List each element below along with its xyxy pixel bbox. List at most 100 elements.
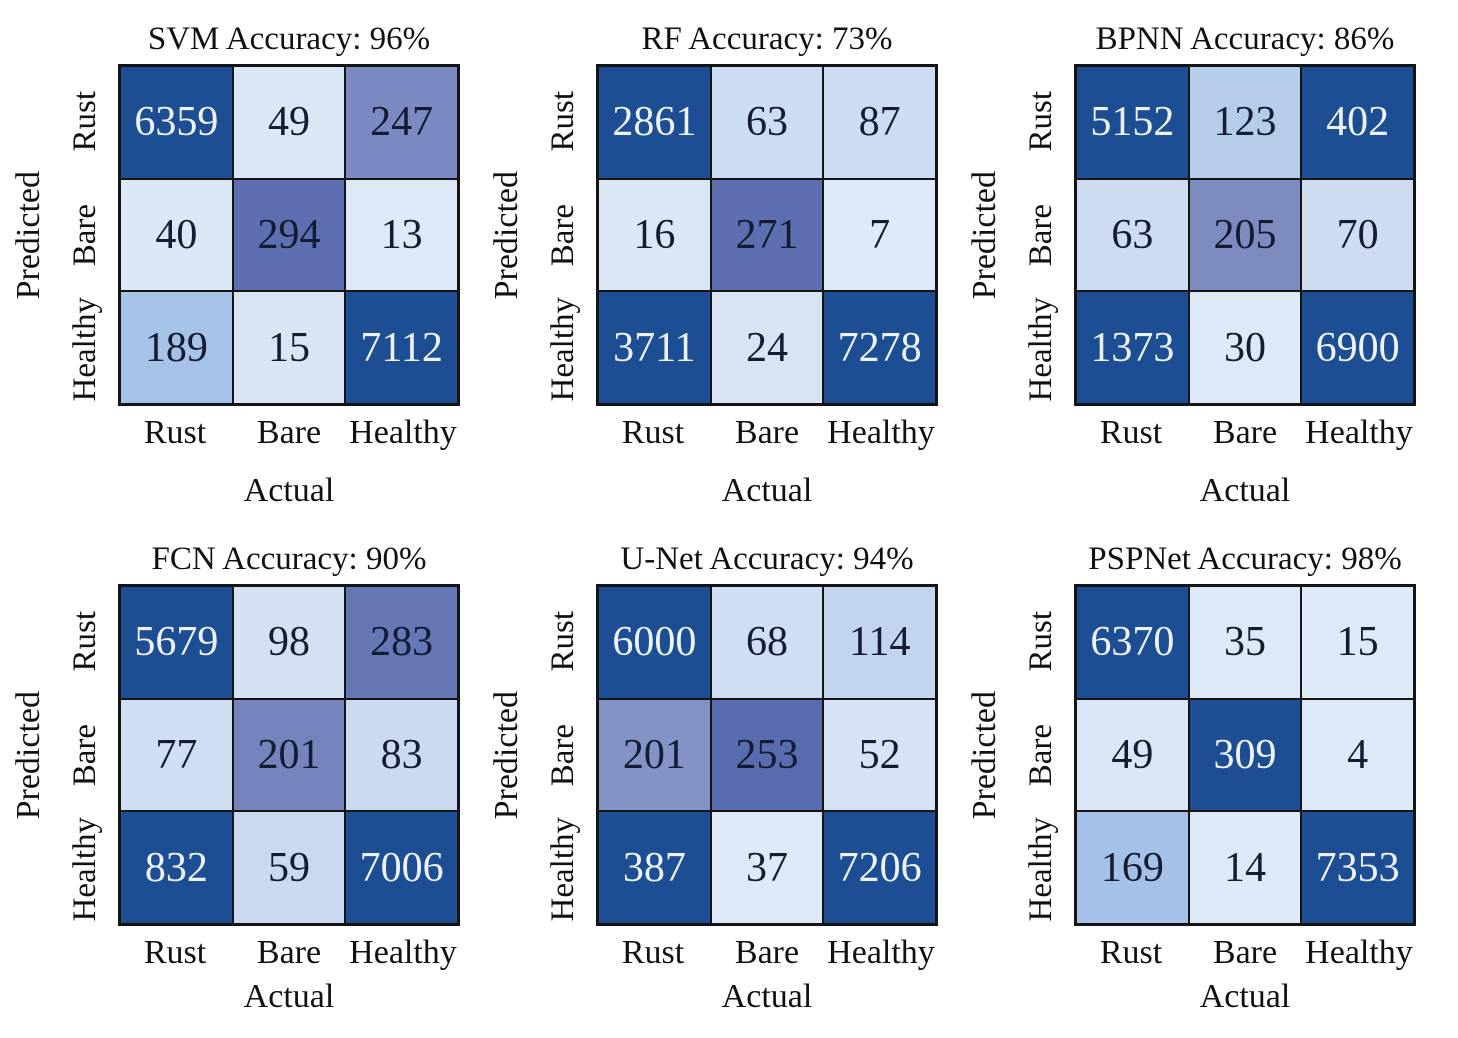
matrix-cell-r1c1: 309 xyxy=(1188,698,1302,812)
col-tick-healthy: Healthy xyxy=(349,934,457,971)
row-tick-healthy: Healthy xyxy=(544,296,581,402)
panel-title: PSPNet Accuracy: 98% xyxy=(1088,541,1402,577)
col-tick-bare: Bare xyxy=(1212,414,1278,451)
y-axis-label-predicted: Predicted xyxy=(10,690,47,820)
matrix-cell-r2c2: 7006 xyxy=(345,811,458,924)
row-tick-bare: Bare xyxy=(544,723,581,787)
matrix-cell-r1c0: 201 xyxy=(598,698,711,812)
matrix-cell-r2c2: 6900 xyxy=(1301,291,1414,404)
col-tick-bare: Bare xyxy=(256,934,322,971)
matrix-cell-r2c1: 15 xyxy=(232,291,346,404)
col-tick-rust: Rust xyxy=(621,414,685,451)
column-tick-labels: Rust Bare Healthy xyxy=(596,416,938,450)
model-panel-rf: RF Accuracy: 73% Predicted Rust Bare Hea… xyxy=(484,4,954,524)
matrix-cell-r0c1: 98 xyxy=(232,586,346,699)
matrix-cell-r2c2: 7112 xyxy=(345,291,458,404)
matrix-cell-r0c2: 402 xyxy=(1301,66,1414,179)
matrix-cell-r0c2: 87 xyxy=(823,66,936,179)
row-tick-healthy: Healthy xyxy=(1022,296,1059,402)
row-tick-rust: Rust xyxy=(66,610,103,672)
col-tick-rust: Rust xyxy=(1099,414,1163,451)
row-tick-labels: Rust Bare Healthy xyxy=(1008,64,1074,406)
confusion-matrix-grid: 6370 35 15 49 309 4 169 14 7353 xyxy=(1074,584,1416,926)
panel-title: FCN Accuracy: 90% xyxy=(151,541,427,577)
row-tick-healthy: Healthy xyxy=(66,296,103,402)
x-axis-label-actual: Actual xyxy=(243,472,335,509)
confusion-matrix-grid: 2861 63 87 16 271 7 3711 24 7278 xyxy=(596,64,938,406)
matrix-cell-r2c1: 24 xyxy=(710,291,824,404)
matrix-cell-r1c0: 49 xyxy=(1076,698,1189,812)
matrix-cell-r1c1: 205 xyxy=(1188,178,1302,292)
matrix-cell-r1c1: 253 xyxy=(710,698,824,812)
panel-title: U-Net Accuracy: 94% xyxy=(620,541,914,577)
matrix-cell-r1c0: 40 xyxy=(120,178,233,292)
y-axis-label-predicted: Predicted xyxy=(966,690,1003,820)
col-tick-rust: Rust xyxy=(621,934,685,971)
row-tick-healthy: Healthy xyxy=(544,816,581,922)
matrix-cell-r2c2: 7278 xyxy=(823,291,936,404)
row-tick-bare: Bare xyxy=(544,203,581,267)
row-tick-rust: Rust xyxy=(544,90,581,152)
matrix-cell-r1c2: 83 xyxy=(345,698,458,812)
row-tick-rust: Rust xyxy=(1022,90,1059,152)
matrix-cell-r2c0: 169 xyxy=(1076,811,1189,924)
matrix-cell-r2c0: 832 xyxy=(120,811,233,924)
matrix-cell-r2c0: 1373 xyxy=(1076,291,1189,404)
column-tick-labels: Rust Bare Healthy xyxy=(1074,936,1416,970)
col-tick-bare: Bare xyxy=(734,414,800,451)
matrix-cell-r1c2: 4 xyxy=(1301,698,1414,812)
col-tick-bare: Bare xyxy=(256,414,322,451)
x-axis-label-actual: Actual xyxy=(1199,978,1291,1015)
row-tick-labels: Rust Bare Healthy xyxy=(52,584,118,926)
matrix-cell-r0c1: 49 xyxy=(232,66,346,179)
matrix-cell-r0c0: 6370 xyxy=(1076,586,1189,699)
row-tick-labels: Rust Bare Healthy xyxy=(1008,584,1074,926)
matrix-cell-r0c2: 114 xyxy=(823,586,936,699)
panel-title: SVM Accuracy: 96% xyxy=(147,21,431,57)
confusion-matrix-grid: 5152 123 402 63 205 70 1373 30 6900 xyxy=(1074,64,1416,406)
matrix-cell-r0c1: 63 xyxy=(710,66,824,179)
matrix-cell-r2c0: 3711 xyxy=(598,291,711,404)
matrix-cell-r0c0: 5679 xyxy=(120,586,233,699)
x-axis-label-actual: Actual xyxy=(1199,472,1291,509)
matrix-cell-r2c0: 189 xyxy=(120,291,233,404)
column-tick-labels: Rust Bare Healthy xyxy=(118,416,460,450)
x-axis-label-actual: Actual xyxy=(243,978,335,1015)
matrix-cell-r1c2: 52 xyxy=(823,698,936,812)
matrix-cell-r0c2: 283 xyxy=(345,586,458,699)
x-axis-label-actual: Actual xyxy=(721,978,813,1015)
column-tick-labels: Rust Bare Healthy xyxy=(118,936,460,970)
row-tick-healthy: Healthy xyxy=(1022,816,1059,922)
matrix-cell-r2c0: 387 xyxy=(598,811,711,924)
y-axis-label-predicted: Predicted xyxy=(10,170,47,300)
matrix-cell-r0c1: 123 xyxy=(1188,66,1302,179)
matrix-cell-r2c1: 37 xyxy=(710,811,824,924)
row-tick-labels: Rust Bare Healthy xyxy=(530,584,596,926)
matrix-cell-r2c2: 7353 xyxy=(1301,811,1414,924)
matrix-cell-r0c2: 247 xyxy=(345,66,458,179)
matrix-cell-r0c2: 15 xyxy=(1301,586,1414,699)
model-panel-u-net: U-Net Accuracy: 94% Predicted Rust Bare … xyxy=(484,524,954,1038)
matrix-cell-r0c0: 6000 xyxy=(598,586,711,699)
y-axis-label-predicted: Predicted xyxy=(488,170,525,300)
matrix-cell-r0c1: 35 xyxy=(1188,586,1302,699)
col-tick-bare: Bare xyxy=(734,934,800,971)
matrix-cell-r1c2: 70 xyxy=(1301,178,1414,292)
matrix-cell-r1c1: 294 xyxy=(232,178,346,292)
row-tick-bare: Bare xyxy=(66,203,103,267)
matrix-cell-r1c1: 271 xyxy=(710,178,824,292)
row-tick-labels: Rust Bare Healthy xyxy=(52,64,118,406)
col-tick-healthy: Healthy xyxy=(827,934,935,971)
matrix-cell-r2c1: 14 xyxy=(1188,811,1302,924)
panel-title: RF Accuracy: 73% xyxy=(641,21,893,57)
col-tick-bare: Bare xyxy=(1212,934,1278,971)
matrix-cell-r0c1: 68 xyxy=(710,586,824,699)
row-tick-bare: Bare xyxy=(66,723,103,787)
col-tick-healthy: Healthy xyxy=(1305,934,1413,971)
x-axis-label-actual: Actual xyxy=(721,472,813,509)
row-tick-rust: Rust xyxy=(66,90,103,152)
matrix-cell-r0c0: 2861 xyxy=(598,66,711,179)
matrix-cell-r1c0: 63 xyxy=(1076,178,1189,292)
model-panel-bpnn: BPNN Accuracy: 86% Predicted Rust Bare H… xyxy=(962,4,1432,524)
